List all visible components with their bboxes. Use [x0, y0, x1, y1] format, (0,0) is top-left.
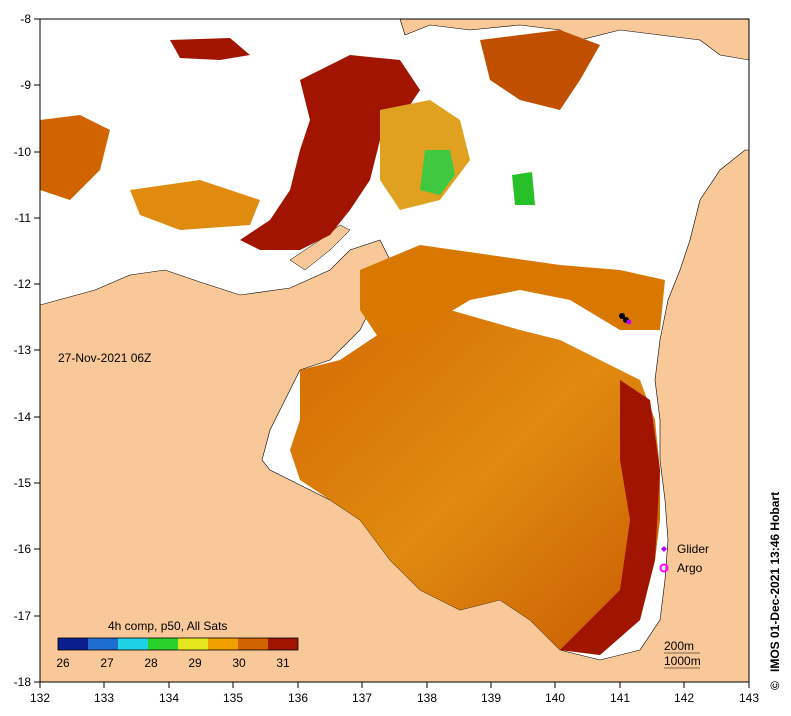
colorbar-tick-26: 26 [56, 656, 70, 670]
colorbar-tick-31: 31 [276, 656, 290, 670]
colorbar-segment-0 [58, 638, 88, 650]
credit-group: © IMOS 01-Dec-2021 13:46 Hobart [768, 492, 782, 690]
sst-warm-core [240, 55, 420, 250]
lon-tick-labels: 132 133 134 135 136 137 138 139 140 141 … [30, 691, 759, 705]
colorbar-segment-6 [238, 638, 268, 650]
contour-200m-label: 200m [664, 639, 694, 653]
colorbar-tick-27: 27 [100, 656, 114, 670]
sst-north-band [360, 245, 665, 340]
argo-marker-icon [659, 563, 669, 573]
lat-tick-9: -9 [20, 78, 31, 92]
glider-marker-icon [661, 546, 667, 552]
colorbar-tick-30: 30 [232, 656, 246, 670]
lat-tick-18: -18 [14, 675, 32, 689]
lat-tick-12: -12 [14, 277, 32, 291]
lon-tick-135: 135 [223, 691, 243, 705]
colorbar-segment-4 [178, 638, 208, 650]
sst-east-coast [560, 380, 660, 655]
lon-tick-140: 140 [545, 691, 565, 705]
lat-tick-15: -15 [14, 476, 32, 490]
lat-tick-10: -10 [14, 145, 32, 159]
colorbar-segments [58, 638, 298, 650]
sst-central-gulf [290, 310, 660, 655]
lon-tick-139: 139 [481, 691, 501, 705]
lat-tick-14: -14 [14, 410, 32, 424]
colorbar-tick-28: 28 [144, 656, 158, 670]
sst-papua-coast [480, 30, 600, 110]
colorbar: 4h comp, p50, All Sats 26 27 28 29 30 31 [56, 619, 299, 670]
sst-west-band [130, 180, 260, 230]
lon-tick-133: 133 [94, 691, 114, 705]
lon-tick-137: 137 [352, 691, 372, 705]
credit-text: IMOS 01-Dec-2021 13:46 Hobart [768, 492, 782, 672]
legend: Glider Argo [659, 542, 709, 575]
lon-tick-143: 143 [739, 691, 759, 705]
lon-tick-138: 138 [417, 691, 437, 705]
contour-1000m-label: 1000m [664, 654, 701, 668]
glider-track [619, 313, 632, 325]
sst-green-patch [420, 150, 455, 195]
lat-tick-11: -11 [15, 211, 32, 225]
colorbar-segment-5 [208, 638, 238, 650]
land-papua [399, 19, 749, 61]
colorbar-frame [57, 637, 299, 651]
colorbar-segment-7 [268, 638, 298, 650]
lon-tick-132: 132 [30, 691, 50, 705]
sst-nw-red [170, 38, 250, 60]
date-label: 27-Nov-2021 06Z [58, 351, 151, 365]
lat-tick-16: -16 [14, 542, 32, 556]
lon-tick-136: 136 [288, 691, 308, 705]
lon-tick-142: 142 [674, 691, 694, 705]
lon-axis [39, 682, 750, 688]
colorbar-segment-1 [88, 638, 118, 650]
colorbar-segment-3 [148, 638, 178, 650]
lat-tick-labels: -8 -9 -10 -11 -12 -13 -14 -15 -16 -17 -1… [14, 12, 32, 689]
lat-tick-8: -8 [20, 12, 31, 26]
legend-glider-label: Glider [677, 542, 709, 556]
lon-tick-134: 134 [159, 691, 179, 705]
lat-tick-17: -17 [14, 609, 32, 623]
lon-tick-141: 141 [610, 691, 630, 705]
colorbar-title: 4h comp, p50, All Sats [108, 619, 227, 633]
lat-axis [34, 18, 40, 683]
legend-argo-label: Argo [677, 561, 703, 575]
copyright-symbol: © [768, 681, 782, 690]
colorbar-tick-29: 29 [188, 656, 202, 670]
lat-tick-13: -13 [14, 343, 32, 357]
colorbar-segment-2 [118, 638, 148, 650]
sst-west-patch [40, 115, 110, 200]
sst-green-patch-2 [512, 172, 535, 205]
depth-contour-legend: 200m 1000m [664, 639, 701, 669]
